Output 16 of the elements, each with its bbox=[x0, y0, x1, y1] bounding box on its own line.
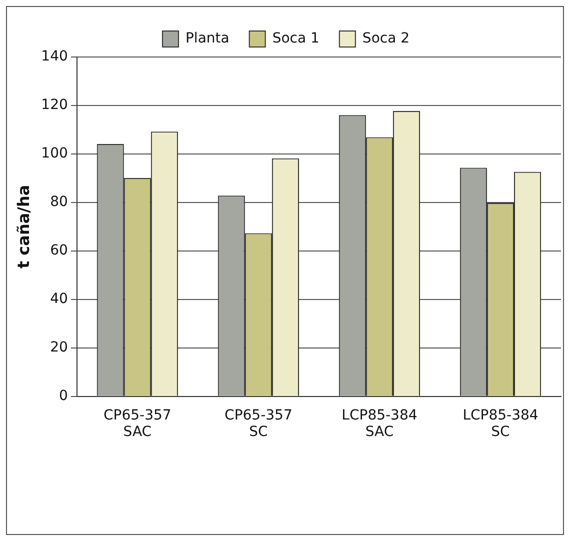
x-tick-label: LCP85-384 SC bbox=[462, 407, 538, 440]
y-tick-label: 20 bbox=[50, 340, 68, 356]
y-tick-label: 100 bbox=[41, 146, 68, 162]
y-axis-title: t caña/ha bbox=[14, 184, 33, 269]
x-tick-label: CP65-357 SAC bbox=[104, 407, 172, 440]
y-tick-label: 140 bbox=[41, 48, 68, 65]
legend-label: Soca 2 bbox=[362, 30, 410, 47]
y-tick-label: 60 bbox=[50, 242, 68, 259]
y-tick-label: 0 bbox=[59, 388, 68, 404]
x-tick-label: LCP85-384 SAC bbox=[342, 407, 418, 440]
x-tick-label: CP65-357 SC bbox=[224, 407, 292, 440]
legend-label: Soca 1 bbox=[272, 30, 320, 47]
legend-label: Planta bbox=[185, 30, 230, 47]
y-tick-label: 40 bbox=[50, 291, 68, 308]
y-tick-label: 80 bbox=[50, 194, 68, 210]
y-tick-label: 120 bbox=[41, 97, 68, 114]
